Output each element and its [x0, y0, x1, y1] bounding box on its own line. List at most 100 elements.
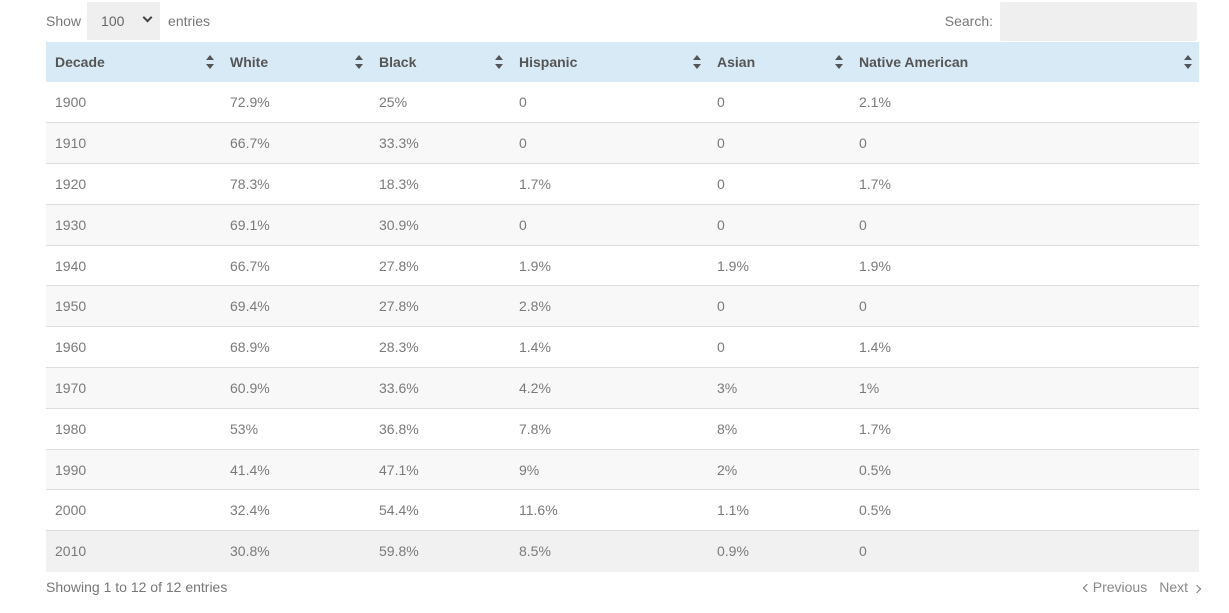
chevron-down-icon: [142, 12, 153, 23]
table-cell: 1960: [46, 326, 221, 369]
chevron-right-icon: [1192, 584, 1202, 594]
table-cell: 66.7%: [221, 245, 370, 287]
table-info: Showing 1 to 12 of 12 entries: [46, 579, 228, 595]
table-cell: 1930: [46, 204, 221, 246]
table-row: 1960 68.9% 28.3% 1.4% 0 1.4%: [46, 326, 1199, 369]
length-control: Show 100 entries: [46, 2, 210, 40]
table-cell: 0: [708, 122, 850, 165]
column-header-label: Native American: [859, 54, 969, 70]
sort-icon: [1184, 55, 1192, 69]
next-button[interactable]: Next: [1159, 579, 1188, 595]
table-row: 2000 32.4% 54.4% 11.6% 1.1% 0.5%: [46, 489, 1199, 532]
sort-icon: [355, 55, 363, 69]
column-header-black[interactable]: Black: [370, 42, 510, 82]
table-cell: 1980: [46, 408, 221, 450]
table-cell: 1990: [46, 449, 221, 491]
table-row: 1920 78.3% 18.3% 1.7% 0 1.7%: [46, 163, 1199, 205]
table-cell: 59.8%: [370, 530, 510, 572]
table-header-row: Decade White Black Hispanic Asian Native Amer…: [46, 42, 1199, 82]
table-cell: 0: [708, 285, 850, 328]
search-input[interactable]: [1000, 1, 1197, 41]
column-header-decade[interactable]: Decade: [46, 42, 221, 82]
column-header-white[interactable]: White: [221, 42, 370, 82]
table-cell: 33.6%: [370, 367, 510, 409]
entries-label: entries: [168, 13, 211, 29]
table-cell: 1910: [46, 122, 221, 165]
table-cell: 0: [708, 204, 850, 246]
column-header-hispanic[interactable]: Hispanic: [510, 42, 708, 82]
table-cell: 2000: [46, 489, 221, 532]
table-cell: 1.7%: [850, 163, 1199, 205]
table-cell: 0.9%: [708, 530, 850, 572]
column-header-label: Black: [379, 54, 417, 70]
table-cell: 2.8%: [510, 285, 708, 328]
table-cell: 1.7%: [850, 408, 1199, 450]
table-row: 1970 60.9% 33.6% 4.2% 3% 1%: [46, 367, 1199, 409]
table-cell: 0.5%: [850, 489, 1199, 532]
table-cell: 1.7%: [510, 163, 708, 205]
sort-icon: [693, 55, 701, 69]
table-cell: 47.1%: [370, 449, 510, 491]
column-header-label: White: [230, 54, 269, 70]
table-cell: 69.4%: [221, 285, 370, 328]
column-header-label: Hispanic: [519, 54, 578, 70]
table-cell: 8%: [708, 408, 850, 450]
search-control: Search:: [945, 1, 1197, 41]
table-row: 1940 66.7% 27.8% 1.9% 1.9% 1.9%: [46, 245, 1199, 287]
table-cell: 36.8%: [370, 408, 510, 450]
column-header-asian[interactable]: Asian: [708, 42, 850, 82]
table-cell: 0: [850, 530, 1199, 572]
data-table: Decade White Black Hispanic Asian Native Amer…: [46, 42, 1199, 572]
table-cell: 54.4%: [370, 489, 510, 532]
table-cell: 1940: [46, 245, 221, 287]
table-cell: 66.7%: [221, 122, 370, 165]
table-cell: 78.3%: [221, 163, 370, 205]
table-cell: 72.9%: [221, 82, 370, 124]
table-cell: 27.8%: [370, 285, 510, 328]
table-cell: 2010: [46, 530, 221, 572]
table-row: 1900 72.9% 25% 0 0 2.1%: [46, 82, 1199, 124]
table-cell: 1.9%: [510, 245, 708, 287]
table-body: 1900 72.9% 25% 0 0 2.1% 1910 66.7% 33.3% 0 0 0 1920 7…: [46, 82, 1199, 572]
table-cell: 0: [850, 285, 1199, 328]
column-header-native-american[interactable]: Native American: [850, 42, 1199, 82]
chevron-left-icon: [1082, 583, 1091, 593]
table-cell: 60.9%: [221, 367, 370, 409]
table-cell: 2.1%: [850, 82, 1199, 124]
table-cell: 30.9%: [370, 204, 510, 246]
table-cell: 53%: [221, 408, 370, 450]
table-cell: 68.9%: [221, 326, 370, 369]
table-cell: 0: [708, 326, 850, 369]
table-cell: 9%: [510, 449, 708, 491]
table-row: 1930 69.1% 30.9% 0 0 0: [46, 204, 1199, 246]
sort-icon: [835, 55, 843, 69]
table-cell: 4.2%: [510, 367, 708, 409]
column-header-label: Asian: [717, 54, 756, 70]
table-cell: 28.3%: [370, 326, 510, 369]
table-row: 2010 30.8% 59.8% 8.5% 0.9% 0: [46, 530, 1199, 572]
table-cell: 33.3%: [370, 122, 510, 165]
previous-button[interactable]: Previous: [1092, 579, 1148, 595]
table-cell: 0: [850, 204, 1199, 246]
table-cell: 1.4%: [850, 326, 1199, 369]
pagination: Previous Next: [1082, 579, 1202, 595]
show-label: Show: [46, 13, 82, 29]
table-cell: 0: [708, 82, 850, 124]
search-label: Search:: [944, 13, 993, 29]
table-cell: 0.5%: [850, 449, 1199, 491]
table-cell: 25%: [370, 82, 510, 124]
sort-icon: [206, 55, 214, 69]
table-row: 1950 69.4% 27.8% 2.8% 0 0: [46, 285, 1199, 328]
table-cell: 8.5%: [510, 530, 708, 572]
table-cell: 0: [510, 122, 708, 165]
table-cell: 1.9%: [850, 245, 1199, 287]
table-cell: 11.6%: [510, 489, 708, 532]
table-cell: 1900: [46, 82, 221, 124]
table-cell: 0: [850, 122, 1199, 165]
table-cell: 3%: [708, 367, 850, 409]
entries-per-page-select[interactable]: 100: [87, 2, 161, 40]
table-row: 1910 66.7% 33.3% 0 0 0: [46, 122, 1199, 165]
table-cell: 41.4%: [221, 449, 370, 491]
table-cell: 30.8%: [221, 530, 370, 572]
